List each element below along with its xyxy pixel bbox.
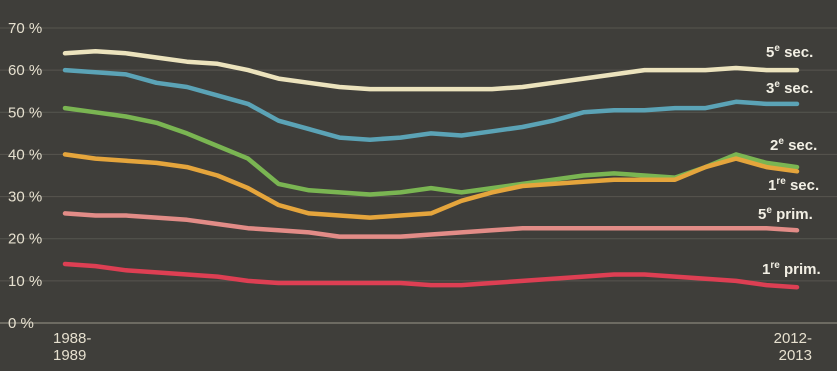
series-label-4: 1re sec. [768, 176, 819, 194]
y-tick-label-70: 70 % [8, 20, 42, 37]
y-tick-label-20: 20 % [8, 231, 42, 248]
y-tick-label-40: 40 % [8, 146, 42, 163]
series-label-3: 2e sec. [770, 136, 817, 154]
series-label-1: 5e sec. [766, 43, 813, 61]
series-line-5 [62, 211, 800, 239]
y-tick-label-50: 50 % [8, 104, 42, 121]
y-axis: 0 % 10 % 20 % 30 % 40 % 50 % 60 % 70 % [8, 20, 42, 332]
series-lines [62, 48, 800, 290]
series-label-2: 3e sec. [766, 79, 813, 97]
series-line-2 [62, 67, 800, 142]
y-tick-label-30: 30 % [8, 189, 42, 206]
x-axis: 1988-1989 2012-2013 [53, 330, 812, 364]
y-tick-label-10: 10 % [8, 273, 42, 290]
y-tick-label-0: 0 % [8, 315, 34, 332]
series-label-6: 1re prim. [762, 260, 821, 278]
series-labels: 5e sec. 3e sec. 2e sec. 1re sec. 5e prim. 1re… [758, 43, 821, 278]
series-label-5: 5e prim. [758, 205, 813, 223]
y-tick-label-60: 60 % [8, 62, 42, 79]
x-tick-label-start: 1988-1989 [53, 330, 91, 364]
grid-lines [0, 27, 837, 324]
series-line-1 [62, 48, 800, 92]
x-tick-label-end: 2012-2013 [774, 330, 812, 364]
series-line-6 [62, 261, 800, 290]
series-line-4 [62, 152, 800, 220]
